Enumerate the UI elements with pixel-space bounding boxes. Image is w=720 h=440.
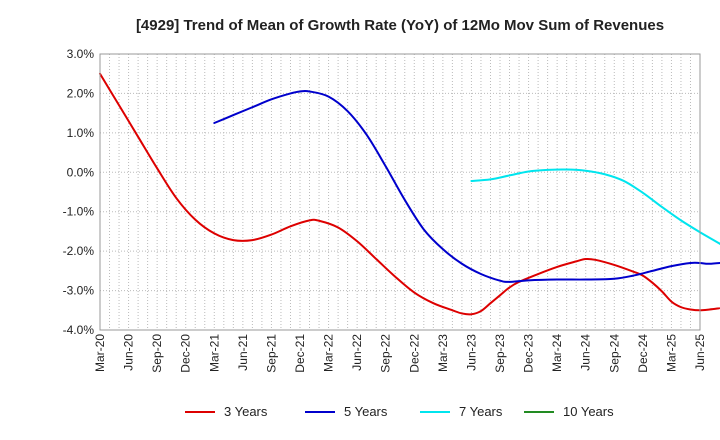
- x-tick-label: Mar-24: [550, 334, 564, 372]
- x-tick-label: Dec-24: [636, 334, 650, 373]
- y-tick-label: -2.0%: [63, 244, 95, 258]
- series-line-5-years: [213, 89, 720, 283]
- x-tick-label: Mar-21: [207, 334, 221, 372]
- series-line-7-years: [470, 168, 720, 246]
- x-tick-label: Sep-20: [150, 334, 164, 373]
- x-axis: Mar-20 Jun-20 Sep-20 Dec-20 Mar-21 Jun-21 Sep-…: [93, 334, 707, 373]
- x-tick-label: Sep-24: [607, 334, 621, 373]
- x-tick-label: Dec-23: [522, 334, 536, 373]
- y-tick-label: 1.0%: [67, 126, 95, 140]
- y-tick-label: 2.0%: [67, 86, 95, 100]
- x-tick-label: Jun-23: [464, 334, 478, 371]
- y-axis: 3.0% 2.0% 1.0% 0.0% -1.0% -2.0% -3.0% -4.0%: [63, 47, 95, 337]
- legend-label-5-years: 5 Years: [344, 404, 388, 419]
- y-tick-label: 3.0%: [67, 47, 95, 61]
- legend-label-7-years: 7 Years: [459, 404, 503, 419]
- y-tick-label: -4.0%: [63, 323, 95, 337]
- x-tick-label: Jun-22: [350, 334, 364, 371]
- chart-title: [4929] Trend of Mean of Growth Rate (YoY…: [136, 17, 664, 34]
- x-tick-label: Sep-22: [379, 334, 393, 373]
- legend: 3 Years 5 Years 7 Years 10 Years: [185, 404, 614, 419]
- data-series: [99, 72, 720, 316]
- y-tick-label: -3.0%: [63, 284, 95, 298]
- x-tick-label: Jun-25: [693, 334, 707, 371]
- x-tick-label: Dec-22: [407, 334, 421, 373]
- legend-label-10-years: 10 Years: [563, 404, 614, 419]
- y-tick-label: -1.0%: [63, 205, 95, 219]
- x-tick-label: Dec-20: [179, 334, 193, 373]
- x-tick-label: Jun-24: [579, 334, 593, 371]
- x-tick-label: Mar-25: [664, 334, 678, 372]
- x-tick-label: Mar-23: [436, 334, 450, 372]
- legend-label-3-years: 3 Years: [224, 404, 268, 419]
- x-tick-label: Sep-23: [493, 334, 507, 373]
- x-tick-label: Mar-22: [322, 334, 336, 372]
- x-tick-label: Mar-20: [93, 334, 107, 372]
- x-tick-label: Dec-21: [293, 334, 307, 373]
- x-tick-label: Jun-21: [236, 334, 250, 371]
- plot-frame: [99, 53, 701, 331]
- y-tick-label: 0.0%: [67, 165, 95, 179]
- series-line-3-years: [99, 72, 720, 316]
- x-tick-label: Jun-20: [122, 334, 136, 371]
- x-tick-label: Sep-21: [264, 334, 278, 373]
